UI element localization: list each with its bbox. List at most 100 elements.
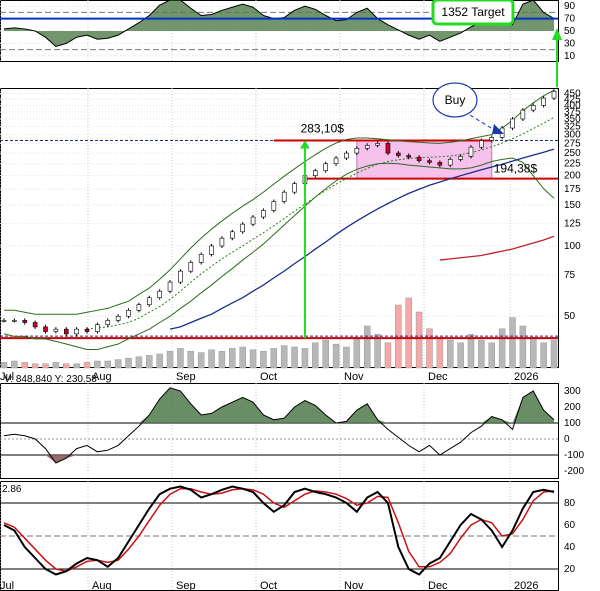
- candle-body: [385, 143, 391, 154]
- bollinger-lower-line: [3, 157, 555, 351]
- candle-body: [396, 152, 401, 156]
- candle-body: [43, 326, 48, 332]
- stoch-ytick-label: 40: [564, 542, 576, 553]
- volume-bar: [301, 348, 309, 369]
- volume-bar: [114, 359, 122, 369]
- month-label-price: Dec: [428, 371, 448, 383]
- candle-body: [12, 320, 17, 322]
- candle-body: [344, 152, 349, 159]
- candle-body: [551, 90, 557, 99]
- top-ytick-label: 10: [564, 51, 576, 62]
- candle-body: [230, 231, 235, 239]
- candle-body: [489, 137, 495, 141]
- panel-frame-price: [0, 88, 559, 368]
- candle-body: [333, 157, 339, 165]
- top-oscillator-area: [4, 0, 554, 47]
- volume-bar: [426, 328, 433, 369]
- volume-bar: [177, 348, 184, 369]
- candle-body: [281, 191, 287, 202]
- price-ytick-label: 100: [564, 241, 581, 252]
- volume-bar: [229, 348, 236, 369]
- volume-bar: [94, 360, 101, 369]
- target-label: 1352 Target: [441, 5, 505, 19]
- price-ytick-label: 400: [564, 100, 581, 111]
- price-ytick-label: 375: [564, 107, 581, 118]
- volume-bar: [218, 350, 226, 369]
- candle-body: [219, 237, 225, 247]
- stoch-k-line: [3, 485, 555, 576]
- volume-bar: [436, 336, 444, 369]
- candle-body: [32, 322, 38, 328]
- candle-body: [240, 223, 245, 233]
- candle-body: [250, 216, 256, 225]
- top-ytick-label: 70: [564, 14, 576, 25]
- candle-body: [84, 328, 90, 332]
- volume-bar: [11, 360, 18, 369]
- price-ytick-label: 75: [564, 270, 576, 281]
- candle-body: [157, 290, 162, 299]
- volume-bar: [125, 357, 132, 369]
- measured-move-arrowhead: [299, 140, 310, 149]
- month-label-price: Sep: [176, 371, 196, 383]
- candle-body: [95, 324, 100, 332]
- candle-body: [63, 328, 69, 335]
- volume-bar: [519, 325, 527, 369]
- volume-bar: [343, 346, 350, 369]
- cci-ytick-label: 100: [564, 418, 581, 429]
- month-label-bottom: 2026: [514, 580, 538, 591]
- volume-bar: [249, 349, 257, 369]
- candle-body: [406, 155, 412, 158]
- cci-overbought-area: [4, 387, 554, 423]
- candle-body: [530, 105, 536, 111]
- buy-pointer-line: [469, 114, 497, 132]
- volume-bar: [550, 339, 558, 369]
- price-ytick-label: 50: [564, 311, 576, 322]
- price-info-text: V: 848,840 Y: 230.58: [4, 374, 97, 385]
- candle-body: [292, 183, 297, 193]
- volume-bar: [0, 362, 8, 369]
- bollinger-upper-line: [4, 89, 555, 315]
- candle-body: [541, 97, 546, 106]
- volume-bar: [405, 297, 412, 369]
- volume-bar: [146, 355, 153, 369]
- sma-fast-line: [86, 117, 555, 330]
- volume-bar: [498, 328, 506, 369]
- month-label-price: Oct: [260, 371, 277, 383]
- month-label-bottom: Jul: [0, 580, 14, 591]
- candle-body: [22, 320, 28, 323]
- volume-bar: [83, 362, 91, 369]
- candle-body: [416, 156, 422, 161]
- cci-ytick-label: -100: [564, 450, 584, 461]
- volume-bar: [322, 339, 329, 369]
- volume-bar: [135, 356, 143, 369]
- candle-body: [126, 310, 131, 317]
- month-label-price: Aug: [92, 371, 112, 383]
- target-arrowhead: [552, 28, 562, 40]
- volume-bar: [31, 363, 39, 369]
- buy-pointer-arrowhead: [492, 124, 504, 134]
- candle-body: [323, 163, 328, 172]
- cci-ytick-label: 0: [564, 434, 570, 445]
- volume-bar: [457, 342, 464, 369]
- resistance-label: 283,10$: [301, 121, 345, 135]
- candle-body: [146, 297, 152, 306]
- buy-circle: [432, 82, 478, 118]
- candle-body: [479, 140, 484, 148]
- candle-body: [1, 320, 7, 322]
- top-ytick-label: 30: [564, 38, 576, 49]
- candle-body: [375, 143, 380, 146]
- month-label-bottom: Nov: [344, 580, 364, 591]
- price-ytick-label: 350: [564, 114, 581, 125]
- stoch-ytick-label: 80: [564, 498, 576, 509]
- volume-bar: [156, 353, 163, 369]
- sma-slow-line: [439, 235, 555, 261]
- month-label-price: 2026: [514, 371, 538, 383]
- cci-ytick-label: -200: [564, 466, 584, 477]
- candle-body: [458, 156, 463, 160]
- volume-bar: [374, 334, 381, 369]
- volume-bar: [166, 350, 174, 369]
- price-ytick-label: 125: [564, 218, 581, 229]
- stoch-ytick-label: 20: [564, 564, 576, 575]
